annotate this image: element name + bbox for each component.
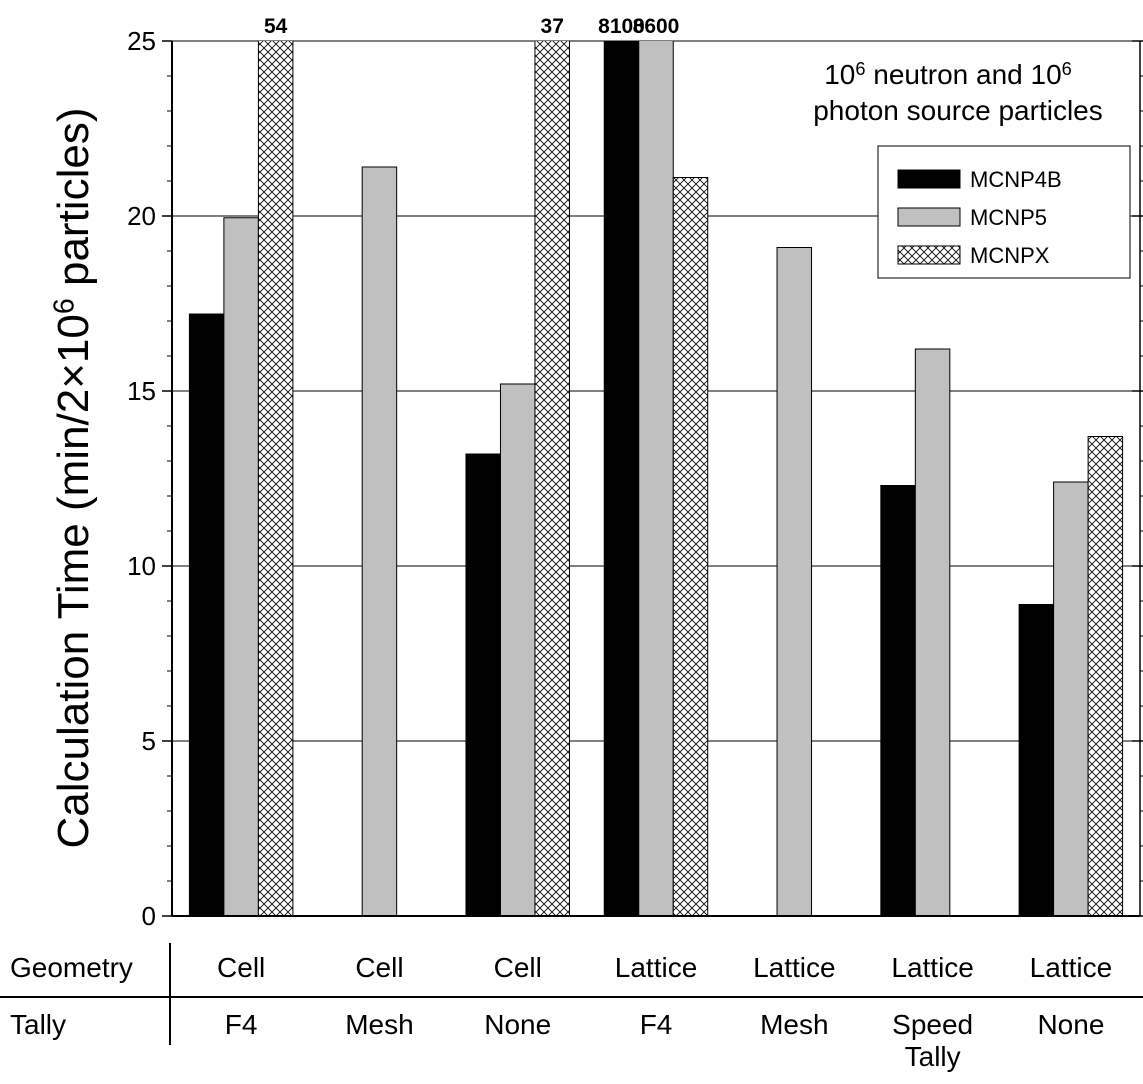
y-tick-label: 20 [127,201,156,231]
category-label: F4 [224,1009,258,1040]
legend-label: MCNP4B [970,167,1062,192]
y-tick-label: 5 [142,726,156,756]
y-tick-label: 10 [127,551,156,581]
y-tick-label: 15 [127,376,156,406]
bar [603,41,640,916]
text-part: 10 [824,59,855,90]
plot-area [188,41,1124,916]
superscript: 6 [1062,59,1072,79]
category-label: None [484,1009,552,1040]
value-label: 8600 [633,15,680,38]
text-part: Calculation Time (min/2×10 [49,314,98,848]
bar [361,166,398,916]
value-label: 54 [264,15,288,38]
bar [465,453,501,916]
bar [880,485,916,916]
category-label: Lattice [1029,952,1113,983]
category-label: Cell [493,952,542,983]
legend-swatch [897,245,961,265]
bar [638,41,674,916]
bar [499,383,536,916]
annotation: 106 neutron and 106 [824,59,1072,90]
category-row: Tally F4 Mesh None F4 Mesh Speed Tally None [0,1009,1143,1073]
superscript: 6 [49,298,81,314]
bar [1018,604,1055,916]
bar [534,41,570,916]
category-label: F4 [639,1009,673,1040]
value-label: 8100 [598,15,645,38]
text-part: neutron and 10 [865,59,1061,90]
legend-swatch [897,207,961,227]
row-header: Tally [10,1009,67,1040]
category-label: Lattice [753,952,836,983]
bar [1087,436,1124,916]
category-label: Mesh [345,1009,414,1040]
category-label: Mesh [760,1009,829,1040]
bar [914,348,951,916]
legend-swatch [897,169,961,189]
bar [1053,481,1089,916]
category-label: Speed Tally [892,1009,974,1072]
legend-label: MCNPX [970,243,1050,268]
category-row: Geometry Cell Cell Cell Lattice Lattice Lattic… [0,952,1143,984]
text-part: particles) [49,108,98,299]
bar [257,41,294,916]
category-label: Cell [355,952,404,983]
value-label: 37 [541,15,564,38]
bar [776,247,813,916]
category-label: None [1037,1009,1105,1040]
category-label: Cell [217,952,266,983]
bar [672,177,709,916]
y-axis-label: Calculation Time (min/2×106 particles) [49,108,99,849]
superscript: 6 [855,59,865,79]
y-tick-label: 25 [127,26,156,56]
bar [188,313,225,916]
category-label: Lattice [614,952,698,983]
annotation: photon source particles [813,95,1103,126]
bar [223,217,259,916]
y-tick-label: 0 [142,901,156,931]
legend-label: MCNP5 [970,205,1047,230]
category-label: Lattice [891,952,974,983]
row-header: Geometry [10,952,133,983]
